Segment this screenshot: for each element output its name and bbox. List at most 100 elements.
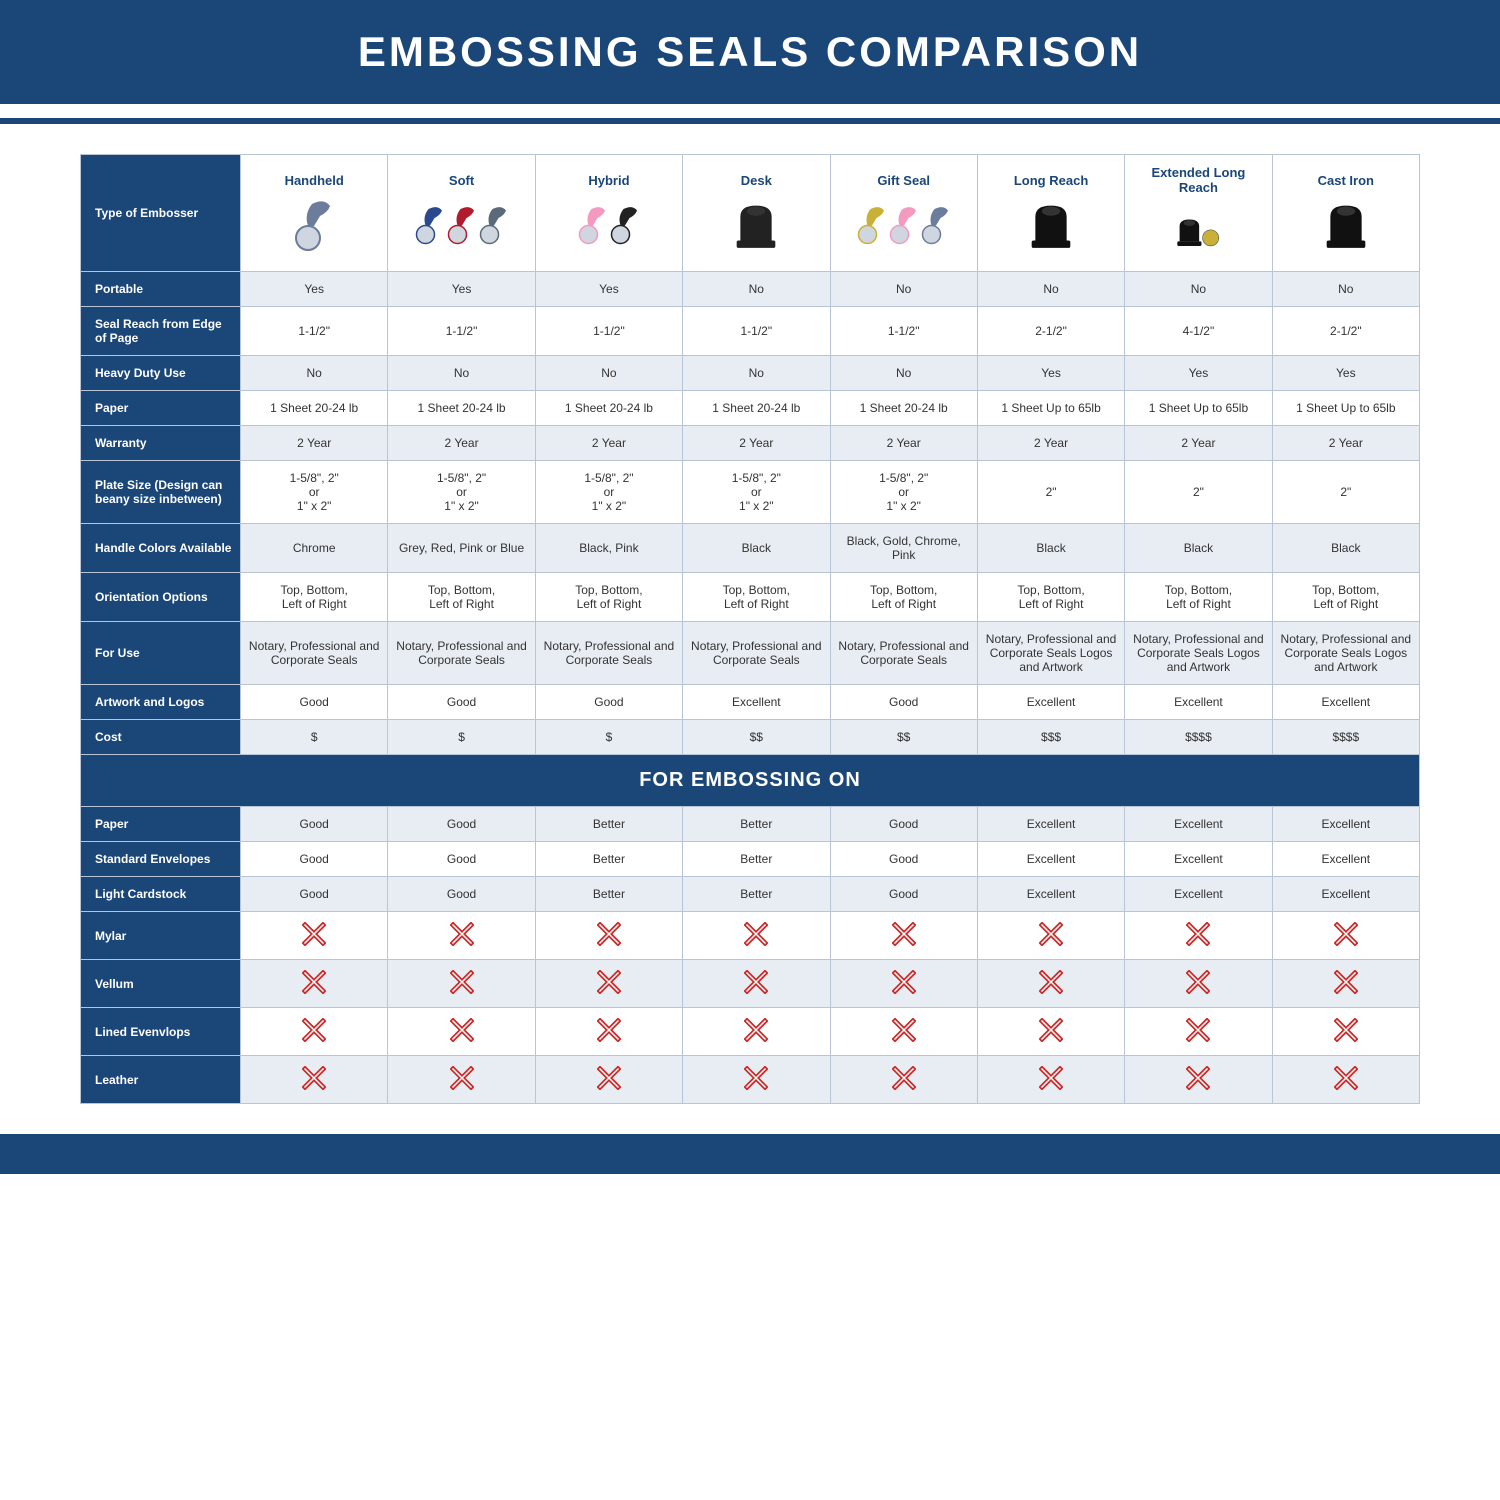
- row-label: Plate Size (Design can beany size inbetw…: [81, 461, 241, 524]
- not-supported-icon: [302, 935, 326, 949]
- row-label: Cost: [81, 720, 241, 755]
- not-supported-icon: [1039, 1079, 1063, 1093]
- row-label: Vellum: [81, 960, 241, 1008]
- table-cell: [1125, 1056, 1272, 1104]
- table-cell: [830, 1056, 977, 1104]
- table-cell: 1-5/8", 2" or 1" x 2": [241, 461, 388, 524]
- table-cell: 1-1/2": [830, 307, 977, 356]
- row-label: Mylar: [81, 912, 241, 960]
- table-cell: Good: [830, 685, 977, 720]
- row-label: Lined Evenvlops: [81, 1008, 241, 1056]
- not-supported-icon: [302, 983, 326, 997]
- table-cell: Notary, Professional and Corporate Seals…: [1125, 622, 1272, 685]
- table-cell: 2 Year: [1272, 426, 1419, 461]
- not-supported-icon: [892, 935, 916, 949]
- table-cell: Good: [388, 877, 535, 912]
- table-cell: Yes: [977, 356, 1124, 391]
- table-cell: [683, 1008, 830, 1056]
- table-cell: Excellent: [977, 685, 1124, 720]
- table-cell: $: [241, 720, 388, 755]
- not-supported-icon: [744, 1031, 768, 1045]
- comparison-table: Type of EmbosserHandheld Soft Hybrid: [80, 154, 1420, 1104]
- not-supported-icon: [1334, 935, 1358, 949]
- column-title: Gift Seal: [837, 173, 971, 188]
- table-cell: Good: [388, 807, 535, 842]
- not-supported-icon: [744, 983, 768, 997]
- section-header: FOR EMBOSSING ON: [81, 755, 1420, 807]
- embosser-icon: [1279, 194, 1413, 254]
- table-cell: [241, 1008, 388, 1056]
- table-cell: Black: [1125, 524, 1272, 573]
- not-supported-icon: [1186, 983, 1210, 997]
- column-title: Long Reach: [984, 173, 1118, 188]
- table-cell: [977, 1008, 1124, 1056]
- table-cell: Notary, Professional and Corporate Seals: [830, 622, 977, 685]
- table-cell: Yes: [1125, 356, 1272, 391]
- row-label: Seal Reach from Edge of Page: [81, 307, 241, 356]
- table-cell: Better: [535, 842, 682, 877]
- table-cell: [241, 912, 388, 960]
- table-row: Light CardstockGoodGoodBetterBetterGoodE…: [81, 877, 1420, 912]
- table-cell: 1 Sheet Up to 65lb: [1272, 391, 1419, 426]
- table-cell: 2 Year: [241, 426, 388, 461]
- table-row: Vellum: [81, 960, 1420, 1008]
- table-cell: Good: [830, 842, 977, 877]
- table-cell: $$: [830, 720, 977, 755]
- not-supported-icon: [597, 1031, 621, 1045]
- not-supported-icon: [1186, 1079, 1210, 1093]
- table-cell: Better: [535, 877, 682, 912]
- column-header: Handheld: [241, 155, 388, 272]
- table-cell: [977, 1056, 1124, 1104]
- row-label: Heavy Duty Use: [81, 356, 241, 391]
- table-cell: Better: [683, 807, 830, 842]
- table-cell: 1 Sheet Up to 65lb: [1125, 391, 1272, 426]
- not-supported-icon: [450, 1079, 474, 1093]
- row-label: Light Cardstock: [81, 877, 241, 912]
- table-cell: Good: [388, 842, 535, 877]
- table-cell: No: [683, 356, 830, 391]
- embosser-icon: [394, 194, 528, 254]
- table-row: Plate Size (Design can beany size inbetw…: [81, 461, 1420, 524]
- table-cell: No: [683, 272, 830, 307]
- column-title: Soft: [394, 173, 528, 188]
- table-cell: [1125, 960, 1272, 1008]
- table-cell: Better: [683, 842, 830, 877]
- footer-bar: [0, 1134, 1500, 1174]
- table-cell: Black: [683, 524, 830, 573]
- table-cell: Notary, Professional and Corporate Seals: [535, 622, 682, 685]
- row-label: Artwork and Logos: [81, 685, 241, 720]
- not-supported-icon: [450, 983, 474, 997]
- table-cell: Excellent: [977, 877, 1124, 912]
- table-cell: [830, 1008, 977, 1056]
- table-cell: Excellent: [977, 807, 1124, 842]
- table-cell: $: [388, 720, 535, 755]
- table-row: Standard EnvelopesGoodGoodBetterBetterGo…: [81, 842, 1420, 877]
- table-cell: [1125, 912, 1272, 960]
- table-cell: Better: [683, 877, 830, 912]
- table-cell: [535, 912, 682, 960]
- table-cell: [1272, 1056, 1419, 1104]
- table-cell: Good: [535, 685, 682, 720]
- table-cell: [241, 960, 388, 1008]
- table-cell: 2 Year: [388, 426, 535, 461]
- table-cell: No: [241, 356, 388, 391]
- table-cell: 1 Sheet 20-24 lb: [241, 391, 388, 426]
- embosser-icon: [984, 194, 1118, 254]
- not-supported-icon: [892, 1031, 916, 1045]
- table-row: PaperGoodGoodBetterBetterGoodExcellentEx…: [81, 807, 1420, 842]
- not-supported-icon: [892, 983, 916, 997]
- not-supported-icon: [744, 1079, 768, 1093]
- table-cell: Yes: [241, 272, 388, 307]
- table-row: For UseNotary, Professional and Corporat…: [81, 622, 1420, 685]
- table-cell: 2-1/2": [1272, 307, 1419, 356]
- table-cell: Notary, Professional and Corporate Seals: [388, 622, 535, 685]
- not-supported-icon: [597, 1079, 621, 1093]
- table-cell: [388, 1008, 535, 1056]
- table-cell: Notary, Professional and Corporate Seals: [241, 622, 388, 685]
- table-cell: Black: [1272, 524, 1419, 573]
- table-cell: 1 Sheet Up to 65lb: [977, 391, 1124, 426]
- table-cell: [1272, 960, 1419, 1008]
- table-cell: Notary, Professional and Corporate Seals…: [1272, 622, 1419, 685]
- table-cell: $$$$: [1125, 720, 1272, 755]
- column-header: Soft: [388, 155, 535, 272]
